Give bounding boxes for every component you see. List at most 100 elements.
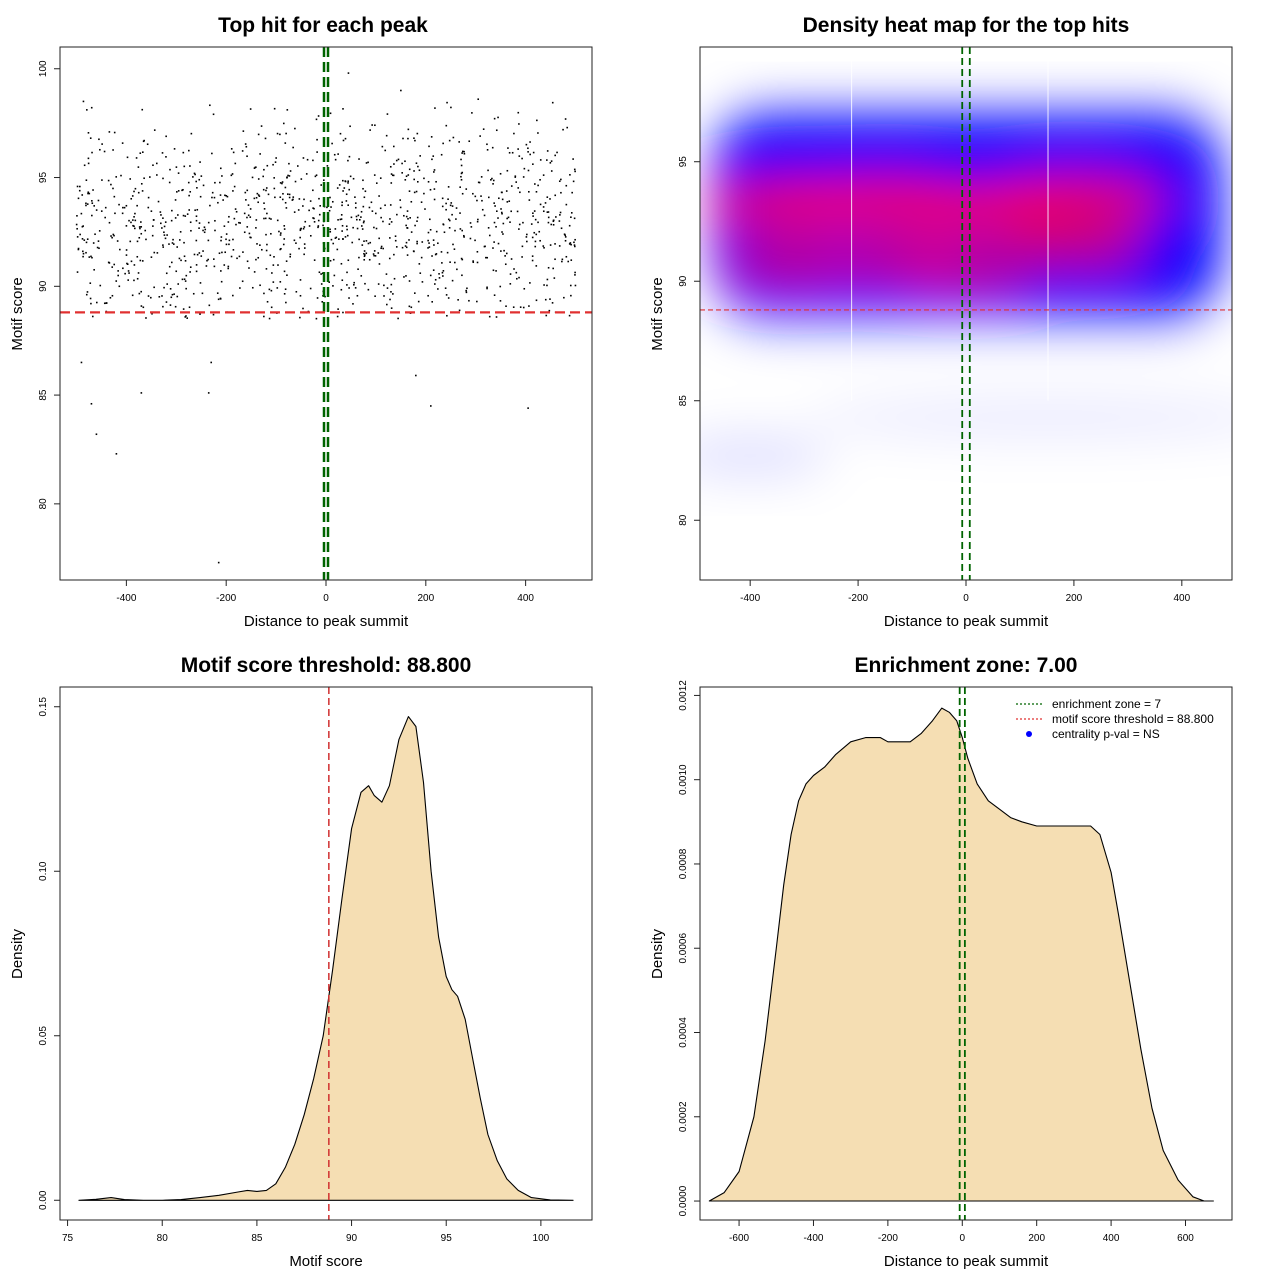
data-point xyxy=(397,317,399,320)
data-point xyxy=(412,250,415,252)
x-tick-label: 600 xyxy=(1177,1233,1194,1244)
data-point xyxy=(285,301,287,304)
data-point xyxy=(543,284,545,286)
data-point xyxy=(429,188,432,191)
data-point xyxy=(434,283,436,285)
data-point xyxy=(404,179,407,181)
data-point xyxy=(91,214,93,217)
density-area xyxy=(708,707,1214,1202)
data-point xyxy=(303,253,305,256)
data-point xyxy=(492,183,494,185)
data-point xyxy=(298,247,300,250)
data-point xyxy=(573,217,576,220)
data-point xyxy=(364,190,367,193)
data-point xyxy=(413,178,415,181)
data-point xyxy=(299,316,301,319)
data-point xyxy=(304,220,307,223)
data-point xyxy=(362,221,365,224)
data-point xyxy=(143,177,145,180)
data-point xyxy=(295,290,298,293)
data-point xyxy=(544,202,547,204)
data-point xyxy=(566,126,569,129)
data-point xyxy=(239,287,241,289)
data-point xyxy=(456,268,458,271)
data-point xyxy=(383,284,385,287)
data-point xyxy=(552,223,555,226)
data-point xyxy=(508,200,511,203)
data-point xyxy=(164,237,167,240)
data-point xyxy=(340,214,343,216)
data-point xyxy=(314,175,317,178)
data-point xyxy=(89,137,92,139)
x-tick-label: 75 xyxy=(62,1233,74,1244)
data-point xyxy=(377,252,380,254)
data-point xyxy=(389,237,391,239)
data-point xyxy=(348,297,350,299)
data-point xyxy=(292,146,294,149)
data-point xyxy=(461,171,464,174)
data-point xyxy=(117,270,119,272)
score-density-panel: Motif score threshold: 88.800 Motif scor… xyxy=(9,654,593,1270)
data-point xyxy=(273,187,276,190)
data-point xyxy=(344,137,347,140)
data-point xyxy=(348,188,351,191)
data-point xyxy=(535,233,538,236)
x-axis-label: Distance to peak summit xyxy=(244,613,409,630)
data-point xyxy=(548,309,551,312)
data-point xyxy=(457,299,459,301)
data-point xyxy=(136,277,139,280)
data-point xyxy=(293,211,296,213)
data-point xyxy=(559,211,562,214)
data-point xyxy=(134,187,137,190)
data-point xyxy=(479,135,481,137)
data-point xyxy=(331,142,333,145)
data-point xyxy=(272,264,275,266)
data-point xyxy=(379,207,382,210)
data-point xyxy=(142,306,145,309)
data-point xyxy=(317,225,320,227)
data-point xyxy=(133,190,135,193)
data-point xyxy=(178,239,181,241)
data-point xyxy=(564,118,567,120)
data-point xyxy=(95,209,98,211)
data-point xyxy=(460,175,462,178)
data-point xyxy=(140,290,143,293)
data-point xyxy=(278,230,280,233)
data-point xyxy=(574,170,576,173)
legend: enrichment zone = 7 motif score threshol… xyxy=(1016,697,1214,741)
data-point xyxy=(374,212,377,215)
data-point xyxy=(474,239,476,242)
data-point xyxy=(418,169,421,172)
data-point xyxy=(192,292,195,295)
data-point xyxy=(574,284,577,287)
data-point xyxy=(338,184,341,186)
data-point xyxy=(82,252,85,255)
data-point xyxy=(509,221,511,223)
data-point xyxy=(315,174,318,177)
data-point xyxy=(454,229,456,232)
data-point xyxy=(471,112,473,114)
data-point xyxy=(125,225,128,227)
data-point xyxy=(433,188,436,190)
data-point xyxy=(363,252,365,255)
data-point xyxy=(454,261,456,264)
data-point xyxy=(302,157,305,159)
data-point xyxy=(416,242,418,245)
data-point xyxy=(356,227,359,230)
legend-label-motif-threshold: motif score threshold = 88.800 xyxy=(1052,712,1214,726)
data-point xyxy=(257,201,259,204)
data-point xyxy=(528,199,531,201)
data-point xyxy=(124,272,126,275)
data-point xyxy=(186,317,189,319)
data-point xyxy=(410,306,413,309)
data-point xyxy=(165,272,168,275)
data-point xyxy=(500,191,503,194)
data-point xyxy=(308,209,310,212)
data-point xyxy=(418,263,421,265)
data-point xyxy=(87,191,90,194)
data-point xyxy=(369,241,372,244)
y-tick-label: 100 xyxy=(38,60,49,77)
data-point xyxy=(195,239,198,242)
data-point xyxy=(183,165,186,168)
data-point xyxy=(365,240,368,242)
